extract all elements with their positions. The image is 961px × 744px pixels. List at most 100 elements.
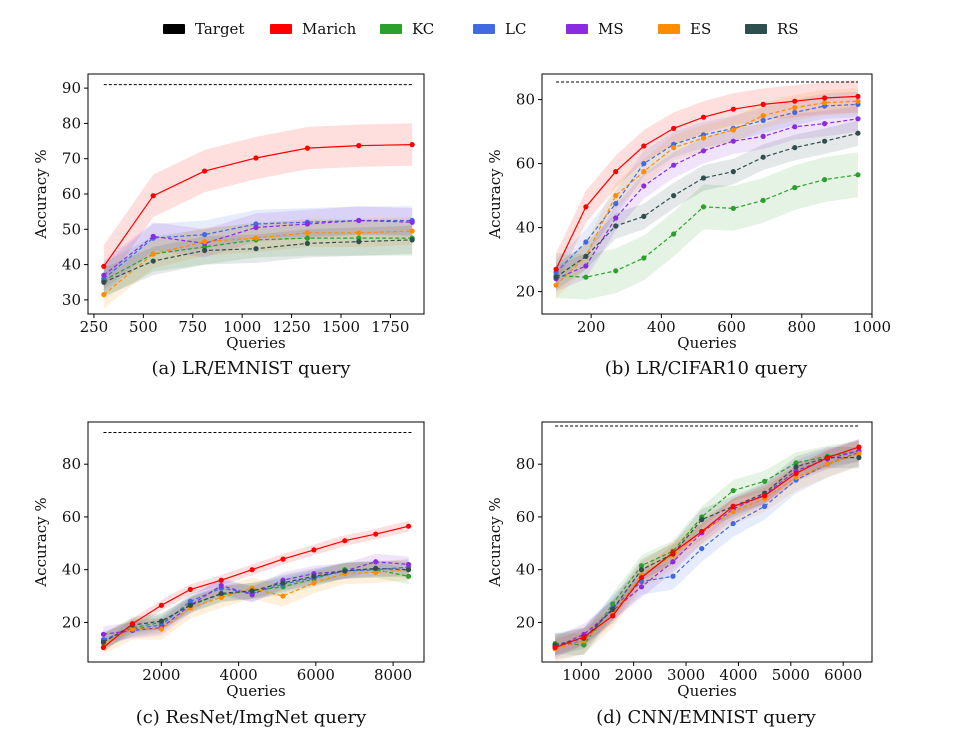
point-marich	[822, 95, 828, 101]
point-marich	[129, 621, 136, 627]
legend-swatch	[380, 24, 402, 34]
legend-item-marich: Marich	[270, 18, 356, 40]
legend-item-kc: KC	[380, 18, 434, 40]
legend-swatch	[566, 24, 588, 34]
legend-swatch	[163, 24, 185, 34]
legend-label: MS	[598, 20, 624, 38]
legend-item-rs: RS	[745, 18, 799, 40]
point-kc	[610, 601, 616, 607]
point-es	[553, 282, 559, 288]
legend-item-lc: LC	[473, 18, 526, 40]
point-rs	[730, 169, 736, 175]
point-ms	[613, 215, 619, 221]
point-marich	[150, 193, 156, 199]
x-tick-label: 1750	[371, 318, 409, 336]
y-tick-label: 90	[62, 79, 81, 97]
point-rs	[373, 565, 379, 571]
point-marich	[158, 602, 164, 608]
point-kc	[792, 185, 798, 191]
point-rs	[856, 455, 862, 461]
point-lc	[202, 231, 208, 238]
point-es	[793, 474, 799, 480]
y-tick-label: 70	[62, 150, 81, 168]
point-es	[253, 235, 259, 241]
point-ms	[304, 221, 310, 227]
point-lc	[762, 503, 768, 509]
point-lc	[613, 201, 619, 207]
point-es	[641, 169, 647, 175]
y-axis-label: Accuracy %	[486, 497, 504, 587]
x-tick-label: 5000	[772, 666, 810, 684]
point-kc	[638, 563, 645, 569]
band-ms	[555, 440, 859, 659]
point-marich	[855, 93, 861, 99]
y-tick-label: 60	[516, 155, 535, 173]
point-kc	[671, 231, 677, 237]
point-rs	[699, 516, 705, 523]
chart-a: 250 500 750 1000 1250 1500 1750 30 40 50 60 70 80 90 Q…	[32, 73, 425, 352]
point-rs	[613, 223, 619, 229]
y-tick-label: 20	[516, 613, 535, 631]
x-tick-label: 400	[647, 318, 676, 336]
point-es	[792, 105, 798, 111]
band-lc	[556, 91, 858, 286]
point-kc	[405, 573, 412, 579]
point-es	[280, 593, 286, 599]
series-line-es	[103, 569, 409, 645]
point-es	[373, 569, 379, 575]
point-es	[613, 193, 619, 199]
point-rs	[760, 154, 766, 160]
y-tick-label: 40	[516, 561, 535, 579]
point-es	[824, 461, 831, 467]
y-tick-label: 40	[516, 219, 535, 237]
point-es	[218, 594, 224, 600]
y-tick-label: 60	[516, 508, 535, 526]
band-rs	[103, 225, 413, 297]
y-tick-label: 20	[516, 283, 535, 301]
y-axis-label: Accuracy %	[486, 149, 504, 239]
point-rs	[855, 130, 861, 136]
point-marich	[249, 567, 255, 573]
point-rs	[253, 246, 259, 252]
point-rs	[671, 193, 677, 199]
point-marich	[405, 523, 412, 529]
point-es	[760, 113, 766, 119]
point-marich	[311, 547, 317, 553]
point-rs	[158, 618, 164, 624]
point-marich	[253, 155, 259, 161]
point-rs	[793, 464, 799, 470]
point-rs	[641, 213, 647, 219]
series-line-rs	[555, 132, 859, 278]
band-kc	[103, 220, 413, 299]
point-ms	[670, 559, 676, 565]
point-kc	[583, 274, 589, 280]
point-ms	[356, 217, 362, 224]
caption-d: (d) CNN/EMNIST query	[596, 707, 816, 728]
point-lc	[792, 109, 798, 115]
point-marich	[581, 634, 587, 640]
point-marich	[304, 145, 310, 151]
point-es	[129, 626, 136, 632]
point-lc	[187, 598, 193, 604]
band-marich	[556, 80, 858, 286]
point-ms	[700, 148, 707, 154]
point-marich	[280, 556, 286, 562]
point-kc	[613, 268, 619, 274]
point-rs	[405, 567, 412, 573]
point-marich	[856, 444, 862, 450]
plot-frame	[541, 73, 873, 315]
point-lc	[641, 161, 647, 167]
point-kc	[793, 460, 799, 466]
point-rs	[100, 639, 107, 645]
x-tick-label: 2000	[615, 666, 653, 684]
point-ms	[730, 138, 736, 144]
point-es	[855, 98, 861, 104]
point-marich	[553, 266, 559, 272]
legend-swatch	[658, 24, 680, 34]
legend-item-target: Target	[163, 18, 244, 40]
point-rs	[638, 567, 645, 573]
x-tick-label: 2000	[142, 666, 180, 684]
point-es	[671, 145, 677, 151]
y-tick-label: 20	[62, 613, 81, 631]
y-tick-label: 30	[62, 291, 81, 309]
